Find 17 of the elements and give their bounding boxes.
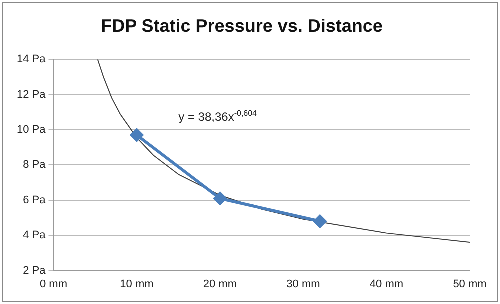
x-tick-label: 30 mm: [286, 278, 320, 290]
x-tick-label: 20 mm: [203, 278, 238, 290]
point: [130, 128, 144, 142]
x-tick-label: 10 mm: [120, 278, 154, 290]
point: [214, 192, 227, 206]
y-tick-label: 2 Pa: [23, 264, 47, 277]
y-tick-label: 14 Pa: [16, 54, 47, 66]
chart-title: FDP Static Pressure vs. Distance: [101, 16, 383, 36]
y-tick-label: 12 Pa: [16, 88, 47, 101]
y-tick-label: 6 Pa: [23, 194, 47, 206]
y-tick-label: 10 Pa: [16, 124, 47, 136]
x-tick-label: 50 mm: [453, 278, 487, 290]
point: [314, 215, 327, 228]
y-tick-label: 8 Pa: [23, 159, 47, 172]
x-tick-label: 40 mm: [370, 278, 404, 290]
x-tick-label: 0 mm: [40, 278, 68, 290]
y-tick-label: 4 Pa: [23, 230, 47, 242]
